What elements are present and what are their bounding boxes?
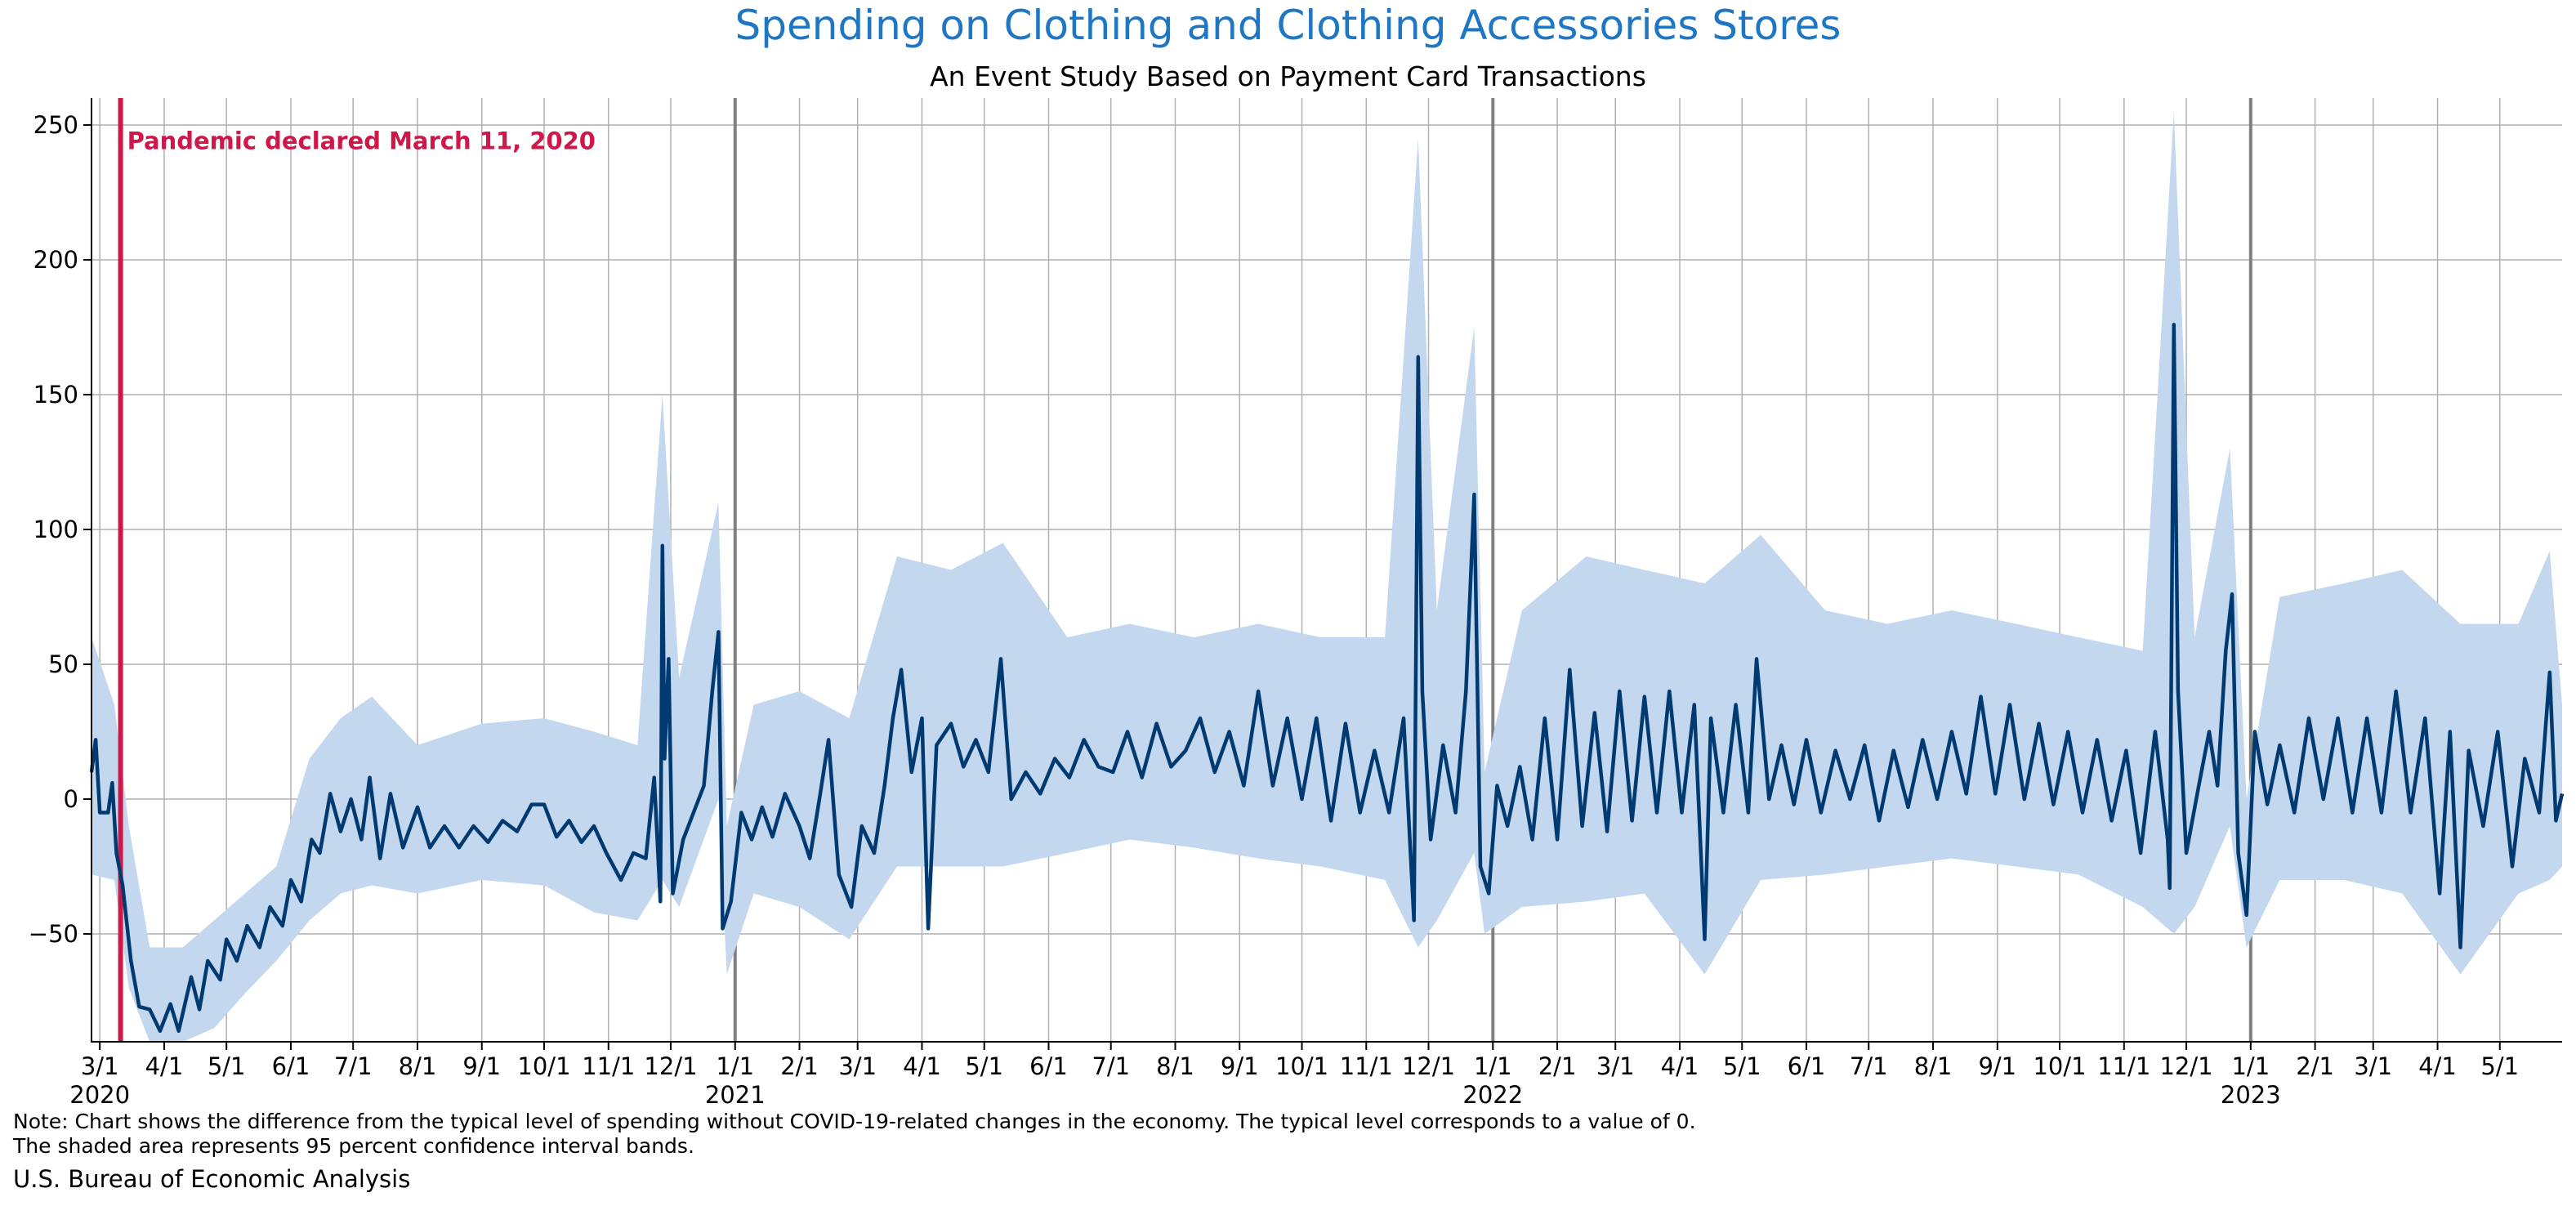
x-tick-label: 12/1	[644, 1052, 697, 1080]
x-year-label: 2020	[69, 1081, 130, 1109]
chart-note: Note: Chart shows the difference from th…	[13, 1110, 1696, 1159]
x-tick-label: 1/1	[1474, 1052, 1512, 1080]
x-tick-label: 9/1	[1221, 1052, 1259, 1080]
y-tick-label: −50	[29, 920, 78, 948]
y-tick-label: 0	[64, 785, 78, 813]
x-tick-label: 1/1	[716, 1052, 754, 1080]
x-tick-label: 12/1	[1402, 1052, 1455, 1080]
x-tick-label: 4/1	[1661, 1052, 1699, 1080]
x-tick-label: 2/1	[780, 1052, 819, 1080]
x-tick-label: 11/1	[2097, 1052, 2150, 1080]
x-tick-label: 11/1	[582, 1052, 635, 1080]
x-tick-label: 4/1	[145, 1052, 184, 1080]
x-tick-label: 4/1	[2418, 1052, 2457, 1080]
x-tick-label: 3/1	[838, 1052, 877, 1080]
x-tick-label: 5/1	[2480, 1052, 2519, 1080]
x-tick-label: 7/1	[1092, 1052, 1130, 1080]
x-tick-label: 6/1	[1788, 1052, 1826, 1080]
note-line-1: Note: Chart shows the difference from th…	[13, 1110, 1696, 1133]
x-tick-label: 10/1	[517, 1052, 570, 1080]
y-tick-label: 50	[48, 650, 78, 678]
y-tick-label: 200	[33, 246, 78, 274]
x-tick-label: 8/1	[1914, 1052, 1953, 1080]
x-tick-label: 1/1	[2231, 1052, 2270, 1080]
x-tick-label: 6/1	[272, 1052, 310, 1080]
x-tick-label: 12/1	[2159, 1052, 2212, 1080]
y-tick-label: 150	[33, 381, 78, 409]
x-tick-label: 8/1	[399, 1052, 437, 1080]
x-tick-label: 5/1	[1723, 1052, 1761, 1080]
chart-subtitle: An Event Study Based on Payment Card Tra…	[930, 60, 1646, 92]
pandemic-event-label: Pandemic declared March 11, 2020	[127, 127, 596, 155]
x-tick-label: 3/1	[81, 1052, 119, 1080]
x-tick-label: 3/1	[1596, 1052, 1635, 1080]
x-tick-label: 3/1	[2354, 1052, 2392, 1080]
y-tick-label: 250	[33, 111, 78, 139]
x-tick-label: 9/1	[462, 1052, 501, 1080]
x-tick-label: 2/1	[2296, 1052, 2334, 1080]
source-credit: U.S. Bureau of Economic Analysis	[13, 1165, 411, 1193]
x-tick-label: 10/1	[2033, 1052, 2086, 1080]
x-tick-label: 11/1	[1340, 1052, 1393, 1080]
chart-title: Spending on Clothing and Clothing Access…	[734, 2, 1842, 49]
y-tick-label: 100	[33, 516, 78, 543]
x-tick-label: 5/1	[965, 1052, 1003, 1080]
x-tick-label: 8/1	[1156, 1052, 1194, 1080]
x-tick-label: 5/1	[208, 1052, 246, 1080]
spending-line	[89, 322, 2565, 1034]
x-year-label: 2023	[2221, 1081, 2281, 1109]
x-tick-label: 9/1	[1978, 1052, 2016, 1080]
x-tick-label: 7/1	[1850, 1052, 1888, 1080]
x-year-label: 2021	[705, 1081, 766, 1109]
x-tick-label: 7/1	[334, 1052, 373, 1080]
x-tick-label: 4/1	[903, 1052, 941, 1080]
x-tick-label: 2/1	[1538, 1052, 1577, 1080]
confidence-band	[92, 111, 2562, 1042]
x-year-label: 2022	[1462, 1081, 1523, 1109]
x-tick-label: 10/1	[1275, 1052, 1328, 1080]
x-tick-label: 6/1	[1029, 1052, 1068, 1080]
note-line-2: The shaded area represents 95 percent co…	[13, 1134, 694, 1158]
